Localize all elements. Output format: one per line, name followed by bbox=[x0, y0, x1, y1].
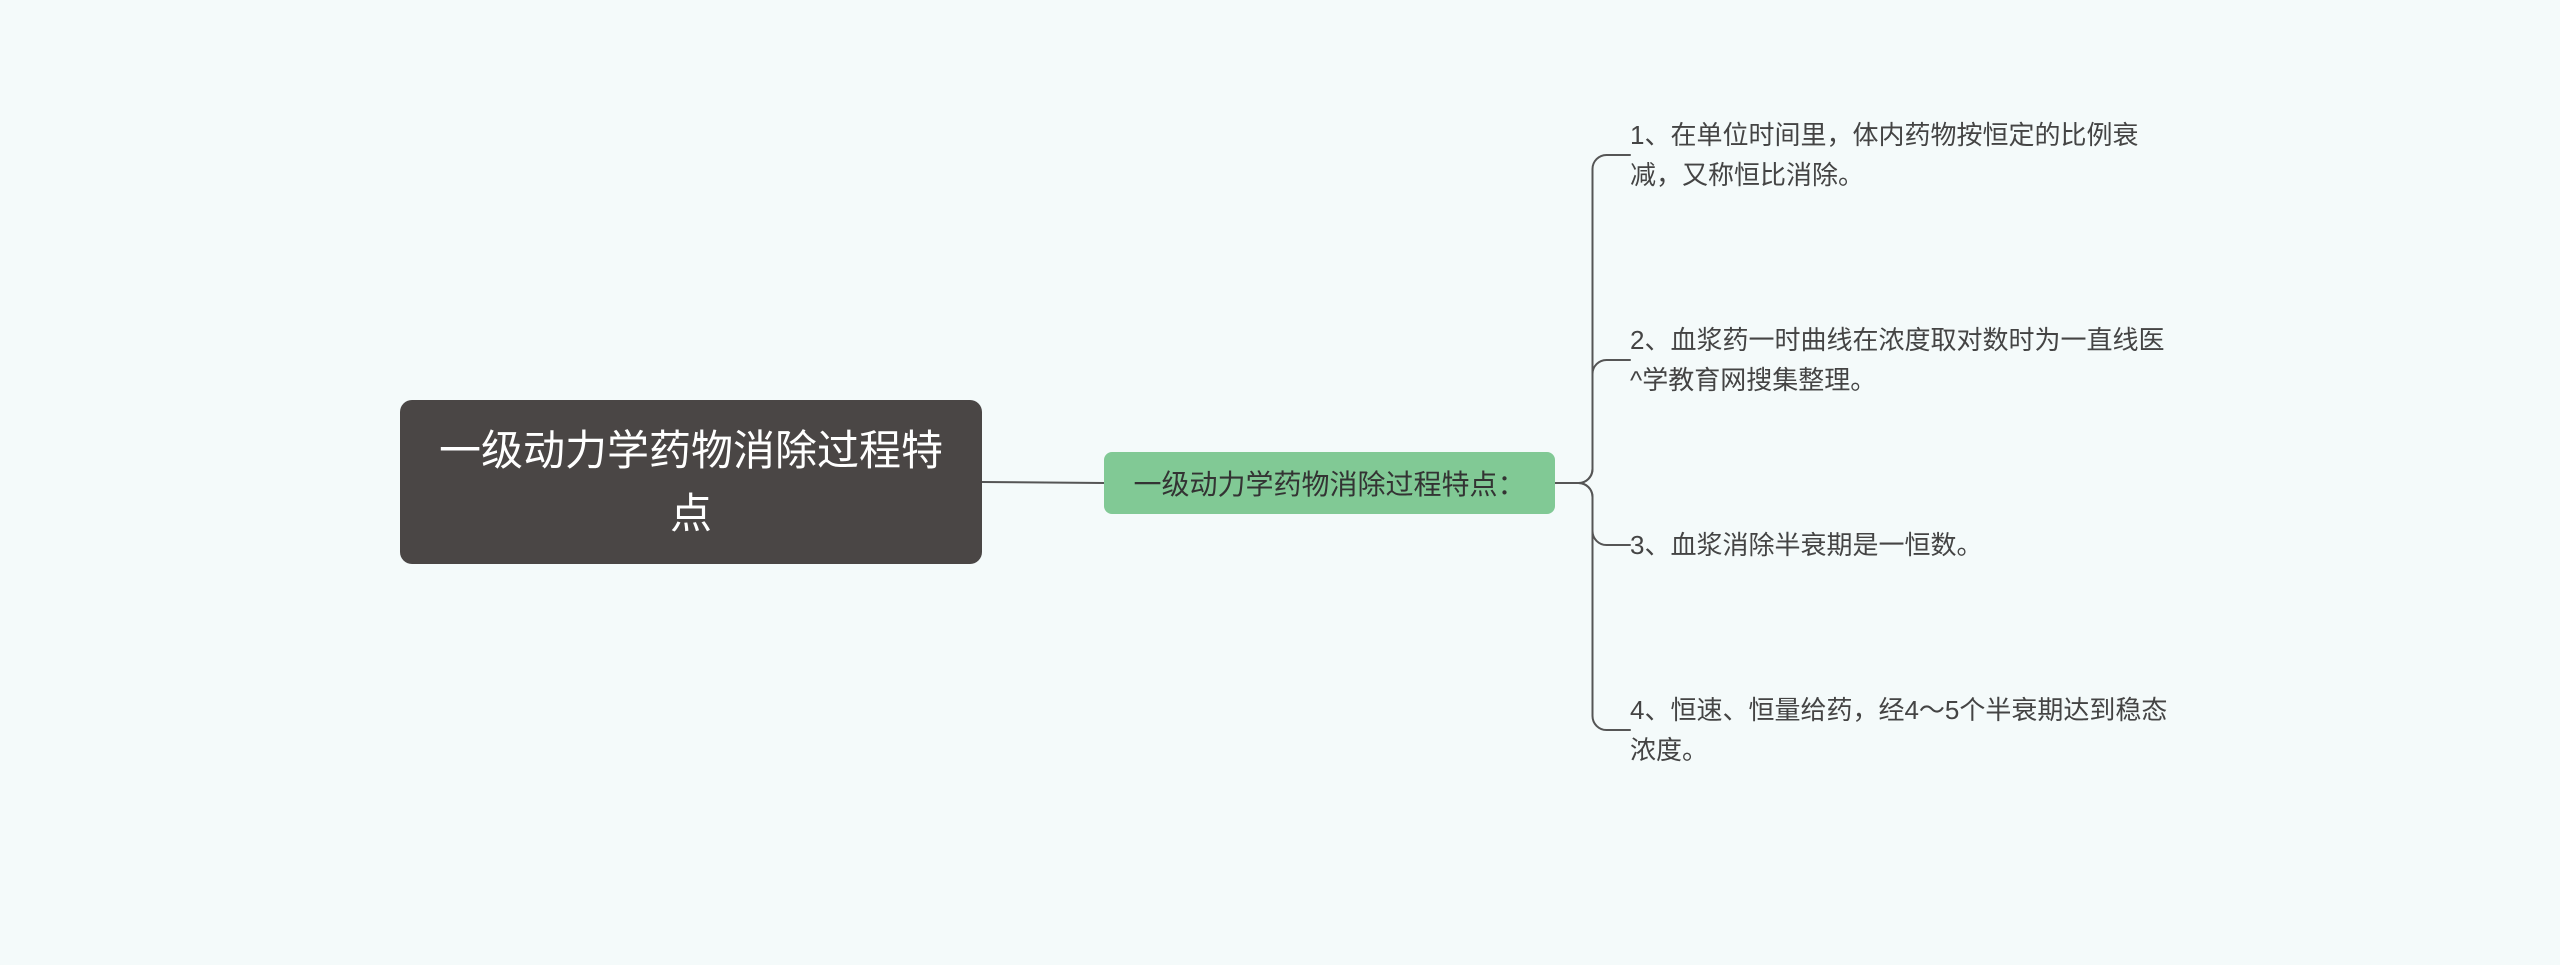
sub-node: 一级动力学药物消除过程特点： bbox=[1104, 452, 1555, 514]
leaf-node-2: 2、血浆药一时曲线在浓度取对数时为一直线医^学教育网搜集整理。 bbox=[1630, 320, 2170, 400]
root-node: 一级动力学药物消除过程特点 bbox=[400, 400, 982, 564]
leaf-node-1-label: 1、在单位时间里，体内药物按恒定的比例衰减，又称恒比消除。 bbox=[1630, 115, 2170, 196]
sub-node-label: 一级动力学药物消除过程特点： bbox=[1133, 463, 1525, 503]
leaf-node-4-label: 4、恒速、恒量给药，经4～5个半衰期达到稳态浓度。 bbox=[1630, 690, 2170, 771]
leaf-node-1: 1、在单位时间里，体内药物按恒定的比例衰减，又称恒比消除。 bbox=[1630, 115, 2170, 195]
leaf-node-4: 4、恒速、恒量给药，经4～5个半衰期达到稳态浓度。 bbox=[1630, 690, 2170, 770]
leaf-node-3: 3、血浆消除半衰期是一恒数。 bbox=[1630, 525, 2170, 565]
leaf-node-2-label: 2、血浆药一时曲线在浓度取对数时为一直线医^学教育网搜集整理。 bbox=[1630, 320, 2170, 401]
mindmap-canvas: 一级动力学药物消除过程特点 一级动力学药物消除过程特点： 1、在单位时间里，体内… bbox=[0, 0, 2560, 965]
leaf-node-3-label: 3、血浆消除半衰期是一恒数。 bbox=[1630, 525, 1982, 565]
root-node-label: 一级动力学药物消除过程特点 bbox=[430, 419, 952, 545]
